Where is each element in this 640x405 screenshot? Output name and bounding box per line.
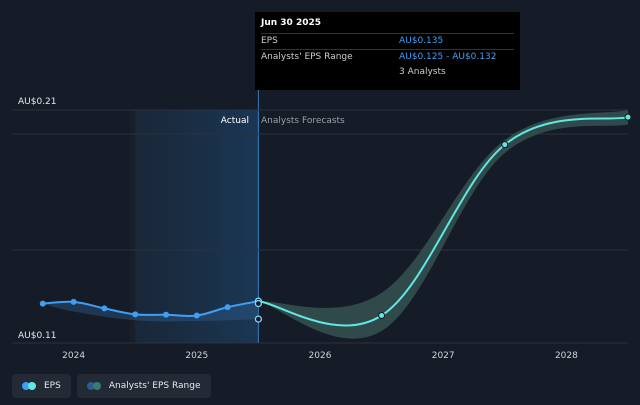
eps-forecast-point xyxy=(501,141,509,149)
eps-range-legend-icon xyxy=(86,382,103,390)
eps-forecast-point xyxy=(624,113,632,121)
eps-legend-icon xyxy=(22,382,38,390)
eps-point xyxy=(101,305,108,312)
forecast-label: Analysts Forecasts xyxy=(261,116,345,126)
eps-range-band xyxy=(258,110,628,339)
tooltip-value: AU$0.135 xyxy=(399,36,444,46)
hover-marker xyxy=(254,315,263,323)
x-tick-label: 2028 xyxy=(555,351,578,361)
x-tick-label: 2026 xyxy=(309,351,332,361)
y-label-top: AU$0.21 xyxy=(18,97,57,107)
tooltip-key xyxy=(261,67,399,78)
eps-point xyxy=(39,300,46,307)
tooltip-row-analysts: 3 Analysts xyxy=(261,65,514,80)
y-label-bottom: AU$0.11 xyxy=(18,331,57,341)
eps-point xyxy=(193,312,200,319)
eps-forecast-line xyxy=(258,116,629,327)
tooltip-date: Jun 30 2025 xyxy=(261,18,322,28)
tooltip-row-eps: EPS AU$0.135 xyxy=(261,33,514,49)
legend-label: EPS xyxy=(44,381,61,391)
tooltip-row-range: Analysts' EPS Range AU$0.125 - AU$0.132 xyxy=(261,49,514,65)
eps-point xyxy=(132,311,139,318)
eps-point xyxy=(163,311,169,318)
tooltip-key: Analysts' EPS Range xyxy=(261,52,353,62)
tooltip-key: EPS xyxy=(261,36,278,46)
tooltip-value: 3 Analysts xyxy=(399,67,446,77)
eps-point xyxy=(70,298,77,305)
x-tick-label: 2024 xyxy=(62,351,85,361)
eps-past-range-band xyxy=(42,301,259,322)
legend-label: Analysts' EPS Range xyxy=(108,381,201,391)
legend-item-eps-range[interactable]: Analysts' EPS Range xyxy=(76,374,211,398)
tooltip-value: AU$0.125 - AU$0.132 xyxy=(399,52,497,62)
eps-forecast-point xyxy=(378,312,386,320)
x-tick-label: 2027 xyxy=(432,351,455,361)
actual-label: Actual xyxy=(221,116,249,126)
x-tick-label: 2025 xyxy=(185,351,208,361)
legend-item-eps[interactable]: EPS xyxy=(12,374,71,398)
legend: EPS Analysts' EPS Range xyxy=(12,374,211,398)
eps-point xyxy=(224,304,231,311)
hover-marker xyxy=(254,299,263,308)
tooltip: Jun 30 2025 EPS AU$0.135 Analysts' EPS R… xyxy=(255,12,520,90)
